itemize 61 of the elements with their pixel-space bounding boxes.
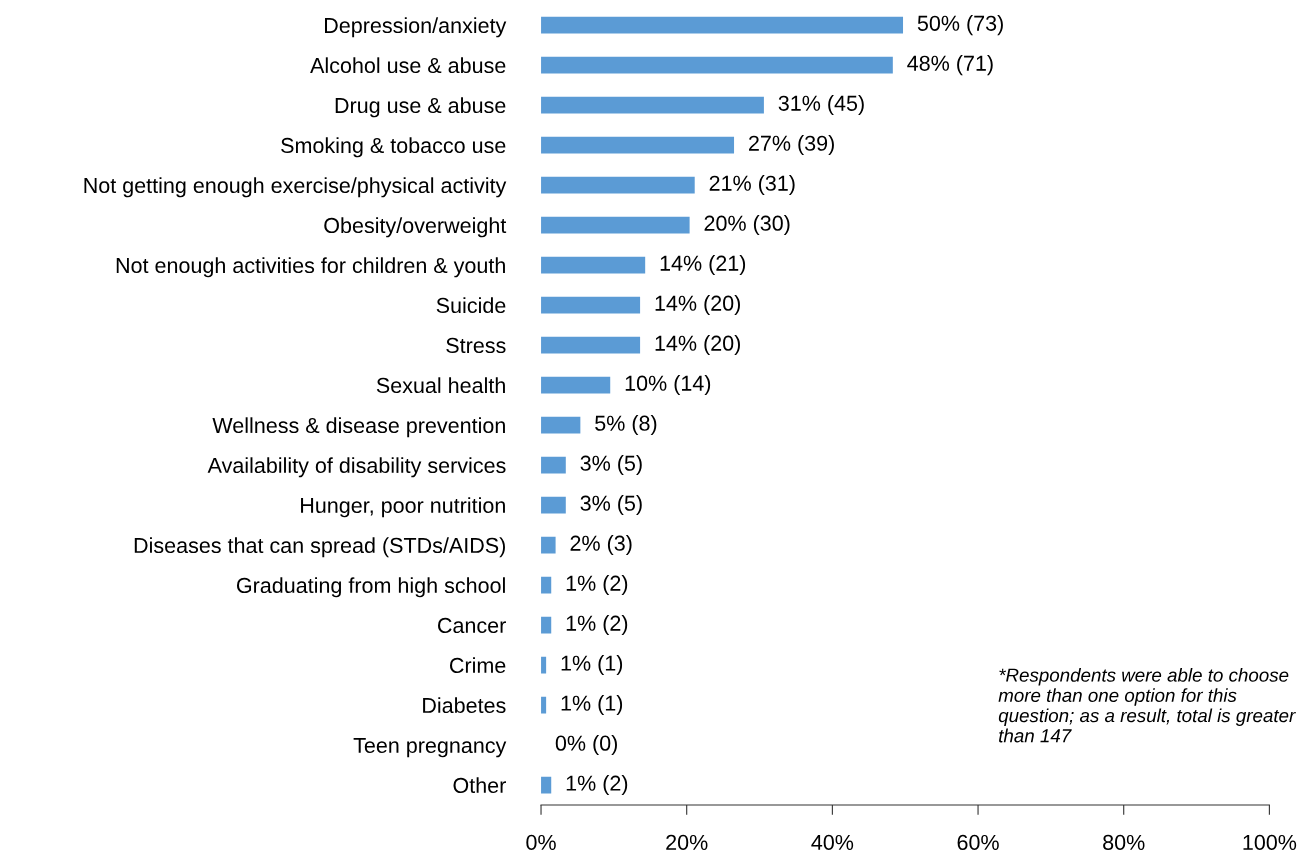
bar	[541, 256, 646, 274]
y-tick-label: Suicide	[436, 297, 506, 314]
data-label: 1% (1)	[561, 655, 623, 676]
bar	[541, 456, 566, 474]
data-label: 3% (5)	[580, 455, 642, 476]
y-tick-label: Depression/anxiety	[325, 17, 507, 38]
y-tick-label: Wellness & disease prevention	[212, 417, 505, 438]
bar	[541, 136, 735, 154]
data-label: 27% (39)	[749, 135, 834, 156]
x-tick-label: 60%	[957, 834, 999, 851]
data-label: 14% (20)	[655, 335, 740, 356]
bar	[541, 496, 566, 514]
bar	[541, 336, 641, 354]
data-label: 1% (2)	[566, 615, 628, 636]
data-label: 1% (1)	[561, 695, 623, 716]
data-label: 31% (45)	[778, 95, 864, 116]
y-tick-label: Drug use & abuse	[335, 97, 506, 118]
data-label: 14% (20)	[655, 295, 740, 316]
bar	[541, 96, 764, 114]
y-tick-label: Teen pregnancy	[353, 738, 507, 758]
y-tick-label: Diabetes	[423, 697, 506, 714]
data-label: 20% (30)	[704, 215, 790, 236]
y-tick-label: Other	[453, 777, 506, 794]
bar	[541, 16, 904, 34]
bar	[541, 56, 893, 74]
data-label: 50% (73)	[917, 15, 1003, 36]
data-label: 21% (31)	[709, 175, 795, 196]
data-label: 48% (71)	[907, 55, 993, 76]
y-tick-label: Sexual health	[376, 377, 505, 394]
bar	[541, 536, 556, 554]
y-tick-label: Alcohol use & abuse	[310, 57, 506, 74]
data-label: 1% (2)	[566, 575, 628, 596]
data-label: 1% (2)	[566, 775, 628, 796]
data-label: 3% (5)	[580, 495, 642, 516]
y-tick-label: Diseases that can spread (STDs/AIDS)	[134, 537, 505, 558]
y-tick-label: Stress	[446, 337, 506, 354]
y-tick-label: Crime	[450, 657, 506, 674]
bar	[541, 376, 611, 394]
bar	[541, 216, 690, 234]
x-tick-label: 20%	[666, 834, 708, 851]
bar	[541, 176, 695, 194]
bar	[541, 296, 641, 314]
x-tick-label: 0%	[526, 834, 556, 851]
y-tick-label: Not getting enough exercise/physical activity	[84, 177, 507, 198]
y-tick-label: Cancer	[438, 617, 506, 634]
y-tick-label: Obesity/overweight	[324, 217, 507, 238]
data-label: 2% (3)	[570, 535, 632, 556]
x-tick-label: 80%	[1103, 834, 1145, 851]
x-tick-label: 40%	[811, 834, 854, 851]
data-label: 5% (8)	[595, 415, 657, 436]
data-label: 10% (14)	[625, 375, 711, 396]
y-tick-label: Not enough activities for children & youth	[116, 257, 505, 278]
y-tick-label: Availability of disability services	[207, 457, 506, 478]
y-tick-label: Graduating from high school	[236, 577, 505, 598]
data-label: 0% (0)	[555, 735, 617, 756]
annotation: *Respondents were able to choose more than one option for this question; as a result, total is greater than 147	[998, 668, 1296, 743]
bar	[541, 416, 581, 434]
data-label: 14% (21)	[660, 255, 746, 276]
y-tick-label: Hunger, poor nutrition	[301, 497, 505, 518]
x-tick-label: 100%	[1243, 834, 1297, 851]
y-tick-label: Smoking & tobacco use	[281, 137, 506, 158]
